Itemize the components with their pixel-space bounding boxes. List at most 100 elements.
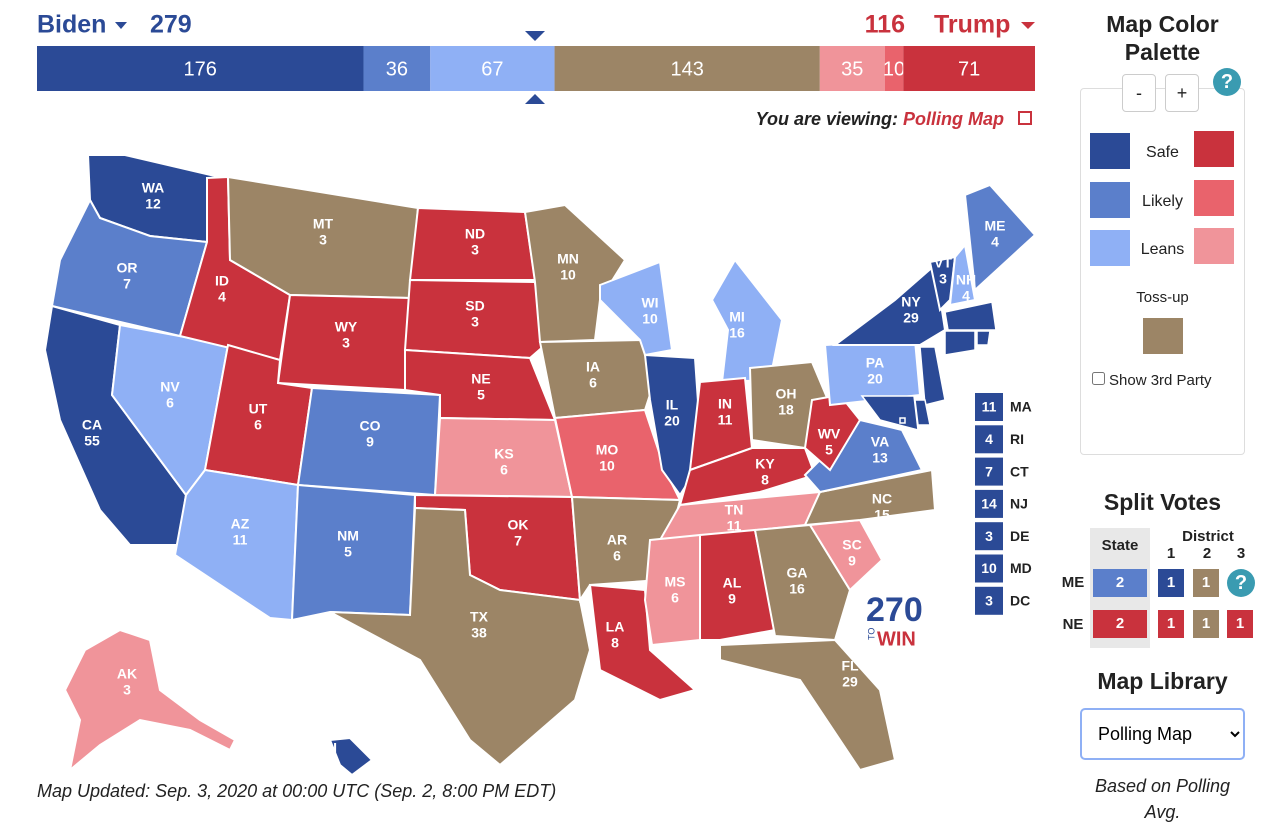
split-state-value[interactable]: 2 xyxy=(1093,610,1147,638)
logo: 270 TO WIN xyxy=(866,591,923,650)
plus-button[interactable]: + xyxy=(1165,74,1199,112)
state-abbr: LA xyxy=(606,619,625,635)
small-state-ev: 3 xyxy=(985,593,993,609)
small-state-box xyxy=(975,425,1003,454)
swatch[interactable] xyxy=(1194,180,1234,216)
state[interactable] xyxy=(329,506,592,767)
state[interactable] xyxy=(919,346,946,406)
state-ev: 5 xyxy=(344,544,352,560)
small-state-box xyxy=(975,489,1003,518)
bar-segment xyxy=(37,46,364,91)
small-state-abbr: DC xyxy=(1010,593,1030,609)
split-state-name: NE xyxy=(1062,616,1084,633)
state[interactable] xyxy=(523,203,627,344)
small-state-ev: 10 xyxy=(981,560,997,576)
state[interactable] xyxy=(328,736,374,777)
state-ev: 9 xyxy=(848,553,856,569)
swatch[interactable] xyxy=(1194,228,1234,264)
state-ev: 29 xyxy=(903,310,919,326)
state-abbr: HI xyxy=(323,740,337,756)
palette-label: Safe xyxy=(1146,144,1179,161)
swatch[interactable] xyxy=(1090,230,1130,266)
state-abbr: KY xyxy=(755,456,775,472)
state[interactable] xyxy=(290,483,417,622)
split-district-value[interactable]: 1 xyxy=(1227,610,1253,638)
district-header: District xyxy=(1182,528,1234,545)
split-district-value[interactable]: 1 xyxy=(1193,569,1219,597)
help-button[interactable]: ? xyxy=(1227,569,1255,597)
split-district-value[interactable]: 1 xyxy=(1193,610,1219,638)
state-ev: 6 xyxy=(613,548,621,564)
library-select[interactable]: Polling Map xyxy=(1080,708,1245,760)
bar-label: 71 xyxy=(958,58,980,80)
state-abbr: NV xyxy=(160,379,180,395)
small-state-abbr: MD xyxy=(1010,560,1032,576)
state-ev: 7 xyxy=(123,276,131,292)
state-abbr: TN xyxy=(725,502,744,518)
swatch[interactable] xyxy=(1143,318,1183,354)
state[interactable] xyxy=(899,417,906,424)
state-abbr: NM xyxy=(337,528,359,544)
dropdown-arrow[interactable] xyxy=(115,22,127,29)
minus-button[interactable]: - xyxy=(1122,74,1156,112)
state[interactable] xyxy=(63,628,237,773)
palette-box xyxy=(1080,88,1245,455)
viewing-link[interactable]: Polling Map xyxy=(903,109,1004,129)
state-ev: 38 xyxy=(471,625,487,641)
library-note: Based on Polling Avg. xyxy=(1094,776,1231,822)
state[interactable] xyxy=(963,183,1037,293)
state-abbr: SC xyxy=(842,537,861,553)
bar-label: 176 xyxy=(184,58,217,80)
help-button[interactable]: ? xyxy=(1213,68,1241,96)
checkbox[interactable] xyxy=(1092,372,1105,385)
left-name[interactable]: Biden xyxy=(37,11,106,39)
state[interactable] xyxy=(719,638,897,772)
state[interactable] xyxy=(643,353,704,497)
split-district-value[interactable]: 1 xyxy=(1158,569,1184,597)
state-ev: 6 xyxy=(166,395,174,411)
state-ev: 55 xyxy=(84,433,100,449)
state[interactable] xyxy=(944,301,997,331)
state-abbr: IL xyxy=(666,397,679,413)
state-abbr: MT xyxy=(313,216,334,232)
small-state-abbr: NJ xyxy=(1010,496,1028,512)
state[interactable] xyxy=(832,263,947,346)
swatch[interactable] xyxy=(1194,131,1234,167)
bar-segment xyxy=(554,46,820,91)
state-abbr: CA xyxy=(82,417,102,433)
state-ev: 11 xyxy=(718,412,733,428)
state[interactable] xyxy=(976,330,991,346)
state-ev: 13 xyxy=(872,450,888,466)
state-abbr: IA xyxy=(586,359,600,375)
small-state-abbr: MA xyxy=(1010,399,1032,415)
state[interactable] xyxy=(538,338,660,420)
state[interactable] xyxy=(403,278,547,360)
state[interactable] xyxy=(710,258,784,384)
viewing-label: You are viewing: xyxy=(756,109,898,129)
state[interactable] xyxy=(803,468,937,527)
state-ev: 6 xyxy=(254,417,262,433)
palette-label: Likely xyxy=(1142,193,1183,210)
split-district-value[interactable]: 1 xyxy=(1158,610,1184,638)
state-abbr: IN xyxy=(718,396,732,412)
swatch[interactable] xyxy=(1090,133,1130,169)
palette-label: Leans xyxy=(1140,241,1185,258)
state-ev: 15 xyxy=(874,507,890,523)
state[interactable] xyxy=(753,523,852,642)
external-icon[interactable] xyxy=(1018,111,1032,125)
dropdown-arrow[interactable] xyxy=(1021,22,1035,29)
state-abbr: KS xyxy=(494,446,513,462)
swatch[interactable] xyxy=(1090,182,1130,218)
state[interactable] xyxy=(699,528,777,641)
small-state-box xyxy=(975,554,1003,583)
small-state-box xyxy=(975,586,1003,615)
state[interactable] xyxy=(643,533,701,647)
state[interactable] xyxy=(944,330,976,356)
third-party-toggle[interactable]: Show 3rd Party xyxy=(1092,372,1247,389)
state-abbr: NC xyxy=(872,491,892,507)
right-name[interactable]: Trump xyxy=(934,11,1010,39)
state-abbr: AK xyxy=(117,666,137,682)
state[interactable] xyxy=(948,242,977,307)
bar-label: 35 xyxy=(841,58,863,80)
split-state-value[interactable]: 2 xyxy=(1093,569,1147,597)
